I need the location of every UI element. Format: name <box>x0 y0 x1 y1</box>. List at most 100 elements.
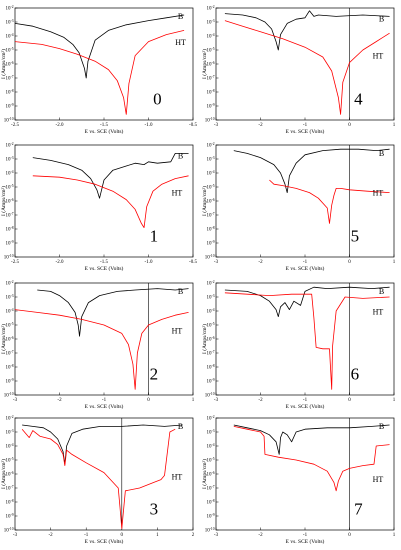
series-label-ht: HT <box>172 188 183 197</box>
panel-number: 1 <box>150 226 159 245</box>
y-axis-label: I (Amps/cm²) <box>201 186 208 216</box>
series-label-b: B <box>379 422 384 431</box>
series-label-b: B <box>379 287 384 296</box>
y-tick-label: 10-8 <box>207 499 215 506</box>
plot-frame <box>215 282 395 396</box>
x-tick-label: -1 <box>84 533 89 538</box>
series-line-ht <box>14 30 185 115</box>
series-line-ht <box>32 175 189 229</box>
x-tick-label: -0.5 <box>189 123 197 128</box>
x-tick-label: -2.0 <box>56 123 64 128</box>
x-tick-label: 1 <box>192 398 195 403</box>
x-tick-label: -3 <box>13 398 18 403</box>
y-tick-label: 10-6 <box>207 471 215 478</box>
y-tick-label: 10-7 <box>6 212 14 219</box>
x-tick-label: -2 <box>49 533 54 538</box>
series-line-b <box>224 10 390 51</box>
chart-panel-6: -3 -2 -1 0 1 10-10 10-9 10-8 10-7 10-6 10-5 10-4 10-… <box>201 280 396 410</box>
series-label-ht: HT <box>373 475 384 484</box>
y-tick-label: 10-6 <box>6 61 14 68</box>
series-label-b: B <box>178 287 183 296</box>
y-tick-label: 10-6 <box>207 336 215 343</box>
series-label-ht: HT <box>172 326 183 335</box>
series-line-ht <box>14 309 189 390</box>
series-line-ht <box>21 428 176 529</box>
y-tick-label: 10-8 <box>6 499 14 506</box>
chart-panel-4: -3 -2 -1 0 1 10-10 10-9 10-8 10-7 10-6 10-5 10-4 10-… <box>201 5 396 135</box>
chart-panel-3: -3 -2 -1 0 1 2 10-10 10-9 10-8 10-7 10-6 10-5 10-4 10… <box>0 415 195 545</box>
x-axis-label: E vs. SCE (Volts) <box>85 538 124 545</box>
y-tick-label: 10-3 <box>207 294 215 301</box>
y-tick-label: 10-7 <box>207 485 215 492</box>
x-tick-label: 1 <box>393 123 396 128</box>
series-line-ht <box>224 20 390 115</box>
x-tick-label: -2.0 <box>56 260 64 265</box>
x-tick-label: -2.5 <box>11 260 19 265</box>
series-line-b <box>32 152 189 199</box>
x-tick-label: -3 <box>13 533 18 538</box>
x-tick-label: 0 <box>348 398 351 403</box>
y-tick-label: 10-6 <box>207 198 215 205</box>
series-label-b: B <box>379 149 384 158</box>
x-tick-label: -1 <box>303 533 308 538</box>
x-tick-label: 0 <box>147 398 150 403</box>
x-tick-label: -2 <box>258 123 263 128</box>
y-tick-label: 10-6 <box>6 336 14 343</box>
x-tick-label: 1 <box>156 533 159 538</box>
y-tick-label: 10-2 <box>6 5 14 12</box>
x-tick-label: 2 <box>192 533 195 538</box>
chart-panel-7: -3 -2 -1 0 1 10-10 10-9 10-8 10-7 10-6 10-5 10-4 10-… <box>201 415 396 545</box>
x-tick-label: -3 <box>214 123 219 128</box>
y-tick-label: 10-10 <box>205 117 215 124</box>
x-tick-label: -2.5 <box>11 123 19 128</box>
y-axis-label: I (Amps/cm²) <box>201 459 208 489</box>
y-tick-label: 10-4 <box>6 33 14 40</box>
chart-panel-1: -2.5 -2.0 -1.5 -1.0 -0.5 10-10 10-9 10-8 10-7 10-… <box>0 142 197 272</box>
y-tick-label: 10-10 <box>4 392 14 399</box>
y-axis-label: I (Amps/cm²) <box>201 324 208 354</box>
x-tick-label: -2 <box>57 398 62 403</box>
series-line-b <box>224 286 390 318</box>
y-tick-label: 10-2 <box>207 280 215 287</box>
y-tick-label: 10-3 <box>207 429 215 436</box>
y-tick-label: 10-4 <box>207 170 215 177</box>
panel-number: 3 <box>150 499 159 518</box>
chart-panel-0: -2.5 -2.0 -1.5 -1.0 -0.5 10-10 10-9 10-8 10-7 10-… <box>0 5 197 135</box>
plot-frame <box>14 282 194 396</box>
panel-number: 6 <box>351 364 360 383</box>
y-tick-label: 10-3 <box>6 294 14 301</box>
y-tick-label: 10-4 <box>207 33 215 40</box>
series-line-b <box>233 148 390 194</box>
y-tick-label: 10-9 <box>6 240 14 247</box>
series-line-b <box>233 424 390 455</box>
y-tick-label: 10-8 <box>6 364 14 371</box>
series-label-ht: HT <box>373 188 384 197</box>
y-tick-label: 10-10 <box>4 527 14 534</box>
y-tick-label: 10-9 <box>207 240 215 247</box>
y-tick-label: 10-8 <box>207 226 215 233</box>
x-tick-label: 0 <box>348 260 351 265</box>
y-tick-label: 10-10 <box>4 117 14 124</box>
series-label-b: B <box>379 14 384 23</box>
series-line-b <box>37 288 189 337</box>
y-tick-label: 10-7 <box>6 485 14 492</box>
y-tick-label: 10-6 <box>207 61 215 68</box>
x-tick-label: -1.5 <box>100 123 108 128</box>
y-tick-label: 10-8 <box>207 364 215 371</box>
y-tick-label: 10-2 <box>6 415 14 422</box>
y-tick-label: 10-4 <box>6 308 14 315</box>
y-axis-label: I (Amps/cm²) <box>0 459 7 489</box>
y-axis-label: I (Amps/cm²) <box>0 324 7 354</box>
chart-panel-5: -3 -2 -1 0 1 10-10 10-9 10-8 10-7 10-6 10-5 10-4 10-… <box>201 142 396 272</box>
y-tick-label: 10-5 <box>6 47 14 54</box>
x-tick-label: -2 <box>258 260 263 265</box>
y-axis-label: I (Amps/cm²) <box>0 186 7 216</box>
plot-frame <box>14 144 194 258</box>
x-tick-label: 1 <box>393 260 396 265</box>
x-tick-label: 0 <box>121 533 124 538</box>
series-line-ht <box>233 426 390 492</box>
series-label-ht: HT <box>172 473 183 482</box>
x-axis-label: E vs. SCE (Volts) <box>85 265 124 272</box>
y-tick-label: 10-5 <box>207 184 215 191</box>
x-tick-label: -3 <box>214 398 219 403</box>
